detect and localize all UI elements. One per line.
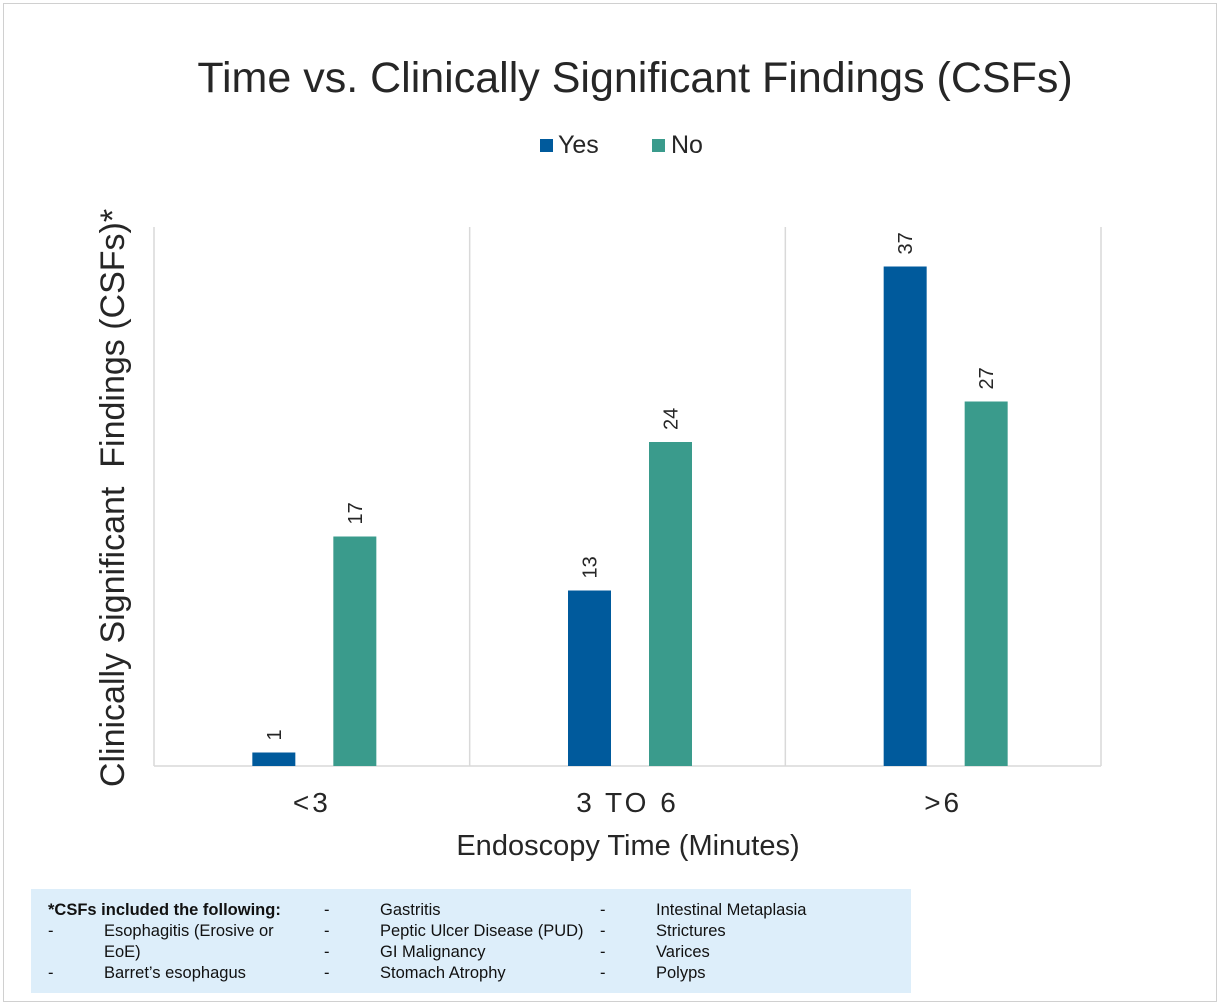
notes-item: Varices: [656, 943, 710, 961]
data-label: 1: [264, 729, 286, 740]
bar-yes: [252, 752, 296, 766]
notes-column-3: - Intestinal Metaplasia - Strictures - Vari…: [600, 900, 900, 984]
notes-dash: -: [324, 901, 330, 919]
bar-yes: [568, 590, 611, 766]
legend-swatch-no: [652, 139, 665, 152]
legend-swatch-yes: [540, 139, 553, 152]
notes-item: Barret’s esophagus: [104, 964, 246, 982]
x-axis-label: Endoscopy Time (Minutes): [456, 830, 799, 862]
chart-frame: [3, 3, 1217, 1002]
notes-dash: -: [600, 964, 606, 982]
y-axis-label: Clinically Significant Findings (CSFs)*: [94, 209, 132, 787]
chart-title: Time vs. Clinically Significant Findings…: [197, 54, 1072, 102]
notes-dash: -: [324, 922, 330, 940]
notes-item: Strictures: [656, 922, 726, 940]
bar-no: [964, 401, 1008, 766]
data-label: 13: [580, 556, 602, 578]
notes-dash: -: [48, 922, 54, 940]
csf-notes-box: *CSFs included the following: - Esophagit…: [31, 889, 911, 993]
notes-dash: -: [324, 943, 330, 961]
notes-item: Stomach Atrophy: [380, 964, 506, 982]
x-tick-label: 3 TO 6: [576, 787, 679, 818]
notes-dash: -: [600, 922, 606, 940]
data-label: 17: [345, 502, 367, 524]
bar-no: [649, 442, 692, 766]
legend-label-yes: Yes: [558, 131, 599, 159]
notes-column-2: - Gastritis - Peptic Ulcer Disease (PUD) -…: [324, 900, 604, 984]
data-label: 37: [895, 232, 917, 254]
notes-item: Gastritis: [380, 901, 441, 919]
bar-chart: Time vs. Clinically Significant Findings…: [94, 54, 1102, 862]
notes-item: EoE): [104, 943, 141, 961]
notes-dash: -: [48, 964, 54, 982]
notes-header: *CSFs included the following:: [48, 901, 281, 919]
x-tick-label: <3: [293, 787, 331, 818]
notes-item: Polyps: [656, 964, 706, 982]
notes-item: Intestinal Metaplasia: [656, 901, 807, 919]
notes-item: GI Malignancy: [380, 943, 486, 961]
notes-dash: -: [600, 901, 606, 919]
legend: Yes No: [540, 131, 703, 159]
notes-dash: -: [600, 943, 606, 961]
data-label: 24: [661, 408, 683, 430]
bar-yes: [883, 266, 927, 766]
data-label: 27: [976, 367, 998, 389]
notes-dash: -: [324, 964, 330, 982]
bar-no: [333, 536, 377, 766]
x-tick-label: >6: [924, 787, 962, 818]
legend-label-no: No: [671, 131, 703, 159]
plot-area: 1 17 <3 13 24 3 TO 6 37 27 >6: [153, 227, 1102, 818]
notes-item: Peptic Ulcer Disease (PUD): [380, 922, 584, 940]
notes-column-1: *CSFs included the following: - Esophagit…: [48, 900, 328, 984]
notes-item: Esophagitis (Erosive or: [104, 922, 274, 940]
